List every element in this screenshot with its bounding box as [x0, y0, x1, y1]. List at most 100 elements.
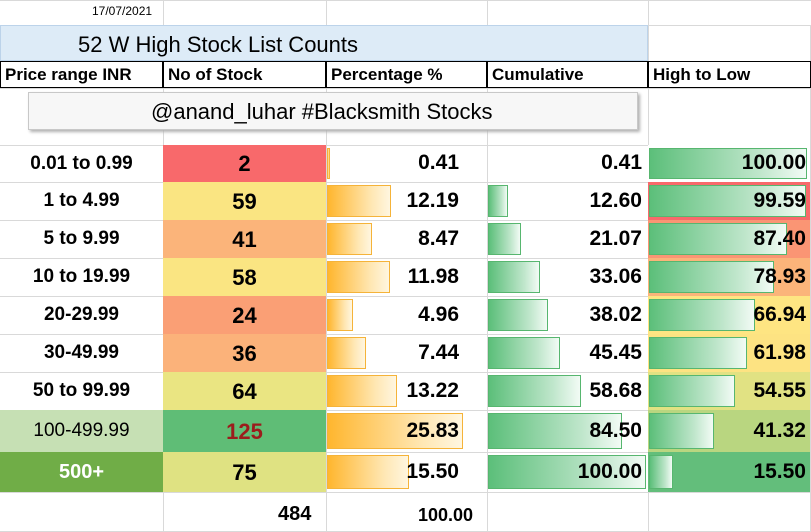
- price-range-label: 5 to 9.99: [43, 228, 120, 249]
- grid-row-line: [0, 182, 811, 183]
- percentage-value: 4.96: [418, 302, 459, 326]
- table-row: 50 to 99.99 64 13.22 58.68 54.55: [0, 372, 811, 410]
- title-cell[interactable]: 52 W High Stock List Counts: [0, 25, 648, 61]
- cumulative-cell[interactable]: 100.00: [487, 452, 648, 492]
- cumulative-cell[interactable]: 21.07: [487, 220, 648, 258]
- cumulative-cell[interactable]: 58.68: [487, 372, 648, 410]
- high-to-low-bar: [649, 413, 715, 449]
- high-to-low-cell[interactable]: 41.32: [648, 410, 810, 452]
- percentage-cell[interactable]: 13.22: [326, 372, 487, 410]
- price-range-cell[interactable]: 500+: [0, 452, 163, 492]
- percentage-bar: [327, 413, 464, 449]
- percentage-cell[interactable]: 8.47: [326, 220, 487, 258]
- table-row: 10 to 19.99 58 11.98 33.06 78.93: [0, 258, 811, 296]
- percentage-cell[interactable]: 7.44: [326, 334, 487, 372]
- header-no-of-stock[interactable]: No of Stock: [163, 61, 326, 88]
- high-to-low-cell[interactable]: 66.94: [648, 296, 810, 334]
- total-count[interactable]: 484: [278, 503, 312, 525]
- cumulative-value: 12.60: [589, 188, 642, 212]
- cumulative-cell[interactable]: 12.60: [487, 182, 648, 220]
- stock-count-cell[interactable]: 41: [163, 220, 326, 258]
- header-label: Cumulative: [492, 65, 584, 84]
- high-to-low-cell[interactable]: 87.40: [648, 220, 810, 258]
- cumulative-cell[interactable]: 45.45: [487, 334, 648, 372]
- price-range-cell[interactable]: 5 to 9.99: [0, 220, 163, 258]
- cumulative-value: 100.00: [577, 459, 642, 483]
- cumulative-bar: [488, 185, 508, 217]
- stock-count-cell[interactable]: 58: [163, 258, 326, 296]
- stock-count-value: 58: [232, 264, 257, 290]
- percentage-bar: [327, 299, 354, 331]
- percentage-cell[interactable]: 11.98: [326, 258, 487, 296]
- stock-count-value: 2: [238, 151, 251, 176]
- table-row: 100-499.99 125 25.83 84.50 41.32: [0, 410, 811, 452]
- stock-count-value: 75: [232, 459, 257, 485]
- cumulative-value: 84.50: [589, 418, 642, 442]
- high-to-low-cell[interactable]: 61.98: [648, 334, 810, 372]
- price-range-cell[interactable]: 1 to 4.99: [0, 182, 163, 220]
- stock-count-cell[interactable]: 59: [163, 182, 326, 220]
- high-to-low-bar: [649, 223, 788, 255]
- price-range-cell[interactable]: 50 to 99.99: [0, 372, 163, 410]
- cumulative-bar: [488, 375, 581, 407]
- stock-count-cell[interactable]: 125: [163, 410, 326, 452]
- stock-count-cell[interactable]: 2: [163, 145, 326, 182]
- header-percentage[interactable]: Percentage %: [326, 61, 487, 88]
- high-to-low-bar: [649, 261, 774, 293]
- price-range-cell[interactable]: 30-49.99: [0, 334, 163, 372]
- high-to-low-bar: [649, 185, 807, 217]
- percentage-cell[interactable]: 15.50: [326, 452, 487, 492]
- cumulative-cell[interactable]: 38.02: [487, 296, 648, 334]
- grid-row-line: [0, 145, 811, 146]
- grid-row-line: [0, 334, 811, 335]
- cumulative-value: 38.02: [589, 302, 642, 326]
- price-range-label: 0.01 to 0.99: [30, 152, 133, 174]
- stock-count-cell[interactable]: 75: [163, 452, 326, 492]
- cumulative-cell[interactable]: 33.06: [487, 258, 648, 296]
- percentage-cell[interactable]: 25.83: [326, 410, 487, 452]
- cumulative-bar: [488, 261, 541, 293]
- percentage-bar: [327, 375, 397, 407]
- high-to-low-value: 87.40: [753, 226, 806, 250]
- high-to-low-cell[interactable]: 15.50: [648, 452, 810, 492]
- percentage-cell[interactable]: 4.96: [326, 296, 487, 334]
- stock-count-value: 36: [232, 340, 257, 366]
- high-to-low-cell[interactable]: 99.59: [648, 182, 810, 220]
- cumulative-cell[interactable]: 84.50: [487, 410, 648, 452]
- grid-row-line: [0, 258, 811, 259]
- total-percentage[interactable]: 100.00: [418, 505, 474, 525]
- date-cell[interactable]: 17/07/2021: [92, 4, 153, 18]
- percentage-cell[interactable]: 0.41: [326, 145, 487, 182]
- percentage-bar: [327, 223, 372, 255]
- table-row: 5 to 9.99 41 8.47 21.07 87.40: [0, 220, 811, 258]
- grid-col-line: [487, 0, 488, 532]
- cumulative-value: 21.07: [589, 226, 642, 250]
- price-range-label: 20-29.99: [43, 304, 119, 325]
- header-price-range[interactable]: Price range INR: [0, 61, 163, 88]
- price-range-cell[interactable]: 100-499.99: [0, 410, 163, 452]
- high-to-low-value: 100.00: [741, 151, 806, 174]
- stock-count-cell[interactable]: 24: [163, 296, 326, 334]
- price-range-cell[interactable]: 0.01 to 0.99: [0, 145, 163, 182]
- watermark-box: @anand_luhar #Blacksmith Stocks: [28, 92, 638, 130]
- cumulative-value: 0.41: [601, 151, 642, 174]
- percentage-cell[interactable]: 12.19: [326, 182, 487, 220]
- stock-count-value: 59: [232, 188, 257, 214]
- high-to-low-value: 54.55: [753, 378, 806, 402]
- watermark-text: @anand_luhar #Blacksmith Stocks: [151, 99, 493, 124]
- percentage-value: 25.83: [406, 418, 459, 442]
- high-to-low-cell[interactable]: 78.93: [648, 258, 810, 296]
- price-range-cell[interactable]: 10 to 19.99: [0, 258, 163, 296]
- cumulative-bar: [488, 223, 522, 255]
- header-cumulative[interactable]: Cumulative: [487, 61, 648, 88]
- cumulative-cell[interactable]: 0.41: [487, 145, 648, 182]
- percentage-value: 8.47: [418, 226, 459, 250]
- stock-count-cell[interactable]: 64: [163, 372, 326, 410]
- high-to-low-cell[interactable]: 100.00: [648, 145, 810, 182]
- price-range-label: 30-49.99: [43, 342, 119, 363]
- stock-count-cell[interactable]: 36: [163, 334, 326, 372]
- percentage-value: 15.50: [406, 459, 459, 483]
- price-range-cell[interactable]: 20-29.99: [0, 296, 163, 334]
- header-high-to-low[interactable]: High to Low: [648, 61, 811, 88]
- high-to-low-cell[interactable]: 54.55: [648, 372, 810, 410]
